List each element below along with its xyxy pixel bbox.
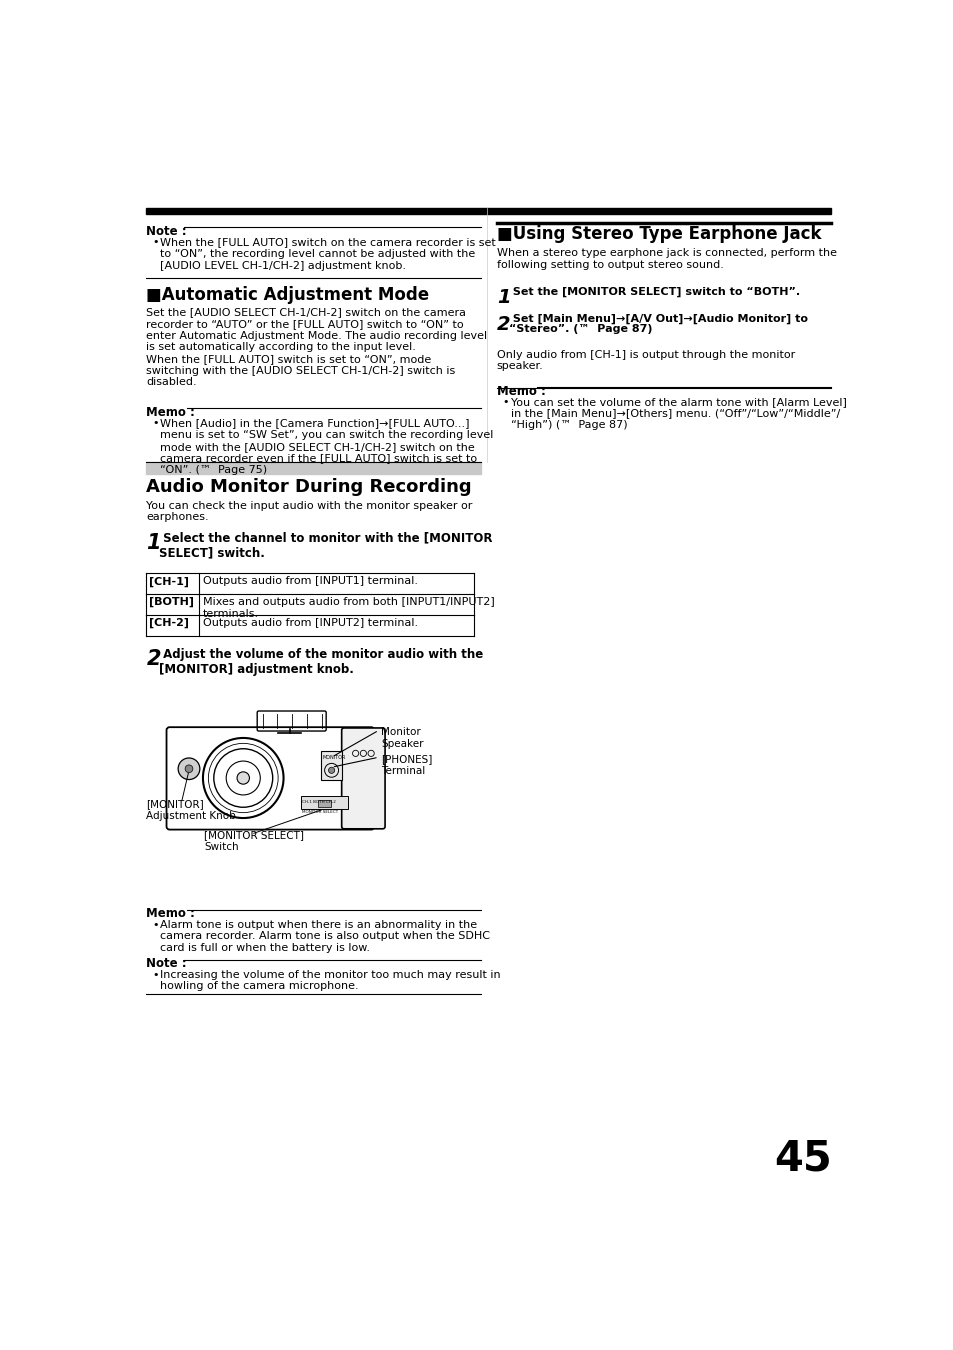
Text: •: • [152,919,159,930]
Text: Adjust the volume of the monitor audio with the
[MONITOR] adjustment knob.: Adjust the volume of the monitor audio w… [158,648,482,676]
Text: [CH-1]: [CH-1] [150,576,190,586]
Text: You can check the input audio with the monitor speaker or
earphones.: You can check the input audio with the m… [146,501,473,522]
Text: [MONITOR SELECT]
Switch: [MONITOR SELECT] Switch [204,830,304,852]
Text: Set the [AUDIO SELECT CH-1/CH-2] switch on the camera
recorder to “AUTO” or the : Set the [AUDIO SELECT CH-1/CH-2] switch … [146,308,487,387]
Text: 1: 1 [497,289,510,308]
Bar [318,799,331,807]
Text: When [Audio] in the [Camera Function]→[FULL AUTO...]
menu is set to “SW Set”, yo: When [Audio] in the [Camera Function]→[F… [160,418,494,475]
Text: Note :: Note : [146,225,187,238]
Text: Monitor
Speaker: Monitor Speaker [381,728,423,749]
Text: •: • [152,238,159,247]
Bar [146,462,480,474]
Circle shape [185,765,193,772]
Text: You can set the volume of the alarm tone with [Alarm Level]
in the [Main Menu]→[: You can set the volume of the alarm tone… [510,397,845,431]
Text: ■Using Stereo Type Earphone Jack: ■Using Stereo Type Earphone Jack [497,225,821,243]
Text: 2: 2 [497,316,510,335]
Text: ■Automatic Adjustment Mode: ■Automatic Adjustment Mode [146,286,429,304]
Text: MONITOR SELECT: MONITOR SELECT [302,810,338,814]
FancyBboxPatch shape [167,728,374,830]
Circle shape [328,767,335,774]
Text: [MONITOR]
Adjustment Knob: [MONITOR] Adjustment Knob [146,799,236,821]
Bar [146,208,831,213]
Text: [CH-2]: [CH-2] [150,618,190,628]
Circle shape [236,772,249,784]
Text: “Stereo”. (™  Page 87): “Stereo”. (™ Page 87) [509,324,652,333]
Text: Set the [MONITOR SELECT] switch to “BOTH”.: Set the [MONITOR SELECT] switch to “BOTH… [509,286,800,297]
Text: Memo :: Memo : [146,406,195,418]
Circle shape [178,757,199,779]
Text: Audio Monitor During Recording: Audio Monitor During Recording [146,478,472,495]
Bar [320,751,342,780]
Text: Mixes and outputs audio from both [INPUT1/INPUT2]
terminals.: Mixes and outputs audio from both [INPUT… [203,597,495,618]
Text: •: • [502,397,509,406]
Text: MONITOR: MONITOR [322,755,345,760]
Text: Note :: Note : [146,957,187,971]
Text: 2: 2 [146,649,161,670]
Text: Memo :: Memo : [497,385,545,397]
Text: Increasing the volume of the monitor too much may result in
howling of the camer: Increasing the volume of the monitor too… [160,969,500,991]
Text: Alarm tone is output when there is an abnormality in the
camera recorder. Alarm : Alarm tone is output when there is an ab… [160,919,490,953]
Text: •: • [152,418,159,428]
Text: Outputs audio from [INPUT2] terminal.: Outputs audio from [INPUT2] terminal. [203,618,417,628]
FancyBboxPatch shape [341,728,385,829]
Text: Only audio from [CH-1] is output through the monitor
speaker.: Only audio from [CH-1] is output through… [497,350,794,371]
Bar [301,796,348,809]
Text: [PHONES]
Terminal: [PHONES] Terminal [381,755,432,776]
Text: 1: 1 [146,533,161,554]
Text: Select the channel to monitor with the [MONITOR
SELECT] switch.: Select the channel to monitor with the [… [158,532,492,560]
Text: When a stereo type earphone jack is connected, perform the
following setting to : When a stereo type earphone jack is conn… [497,248,836,270]
Text: Memo :: Memo : [146,907,195,921]
Text: [BOTH]: [BOTH] [150,597,194,608]
Text: Set [Main Menu]→[A/V Out]→[Audio Monitor] to: Set [Main Menu]→[A/V Out]→[Audio Monitor… [509,313,807,324]
Text: 45: 45 [774,1138,831,1180]
Text: CH-1 BOTH CH-2: CH-1 BOTH CH-2 [302,799,335,803]
Text: Outputs audio from [INPUT1] terminal.: Outputs audio from [INPUT1] terminal. [203,576,417,586]
Text: When the [FULL AUTO] switch on the camera recorder is set
to “ON”, the recording: When the [FULL AUTO] switch on the camer… [160,238,496,270]
Text: •: • [152,969,159,980]
